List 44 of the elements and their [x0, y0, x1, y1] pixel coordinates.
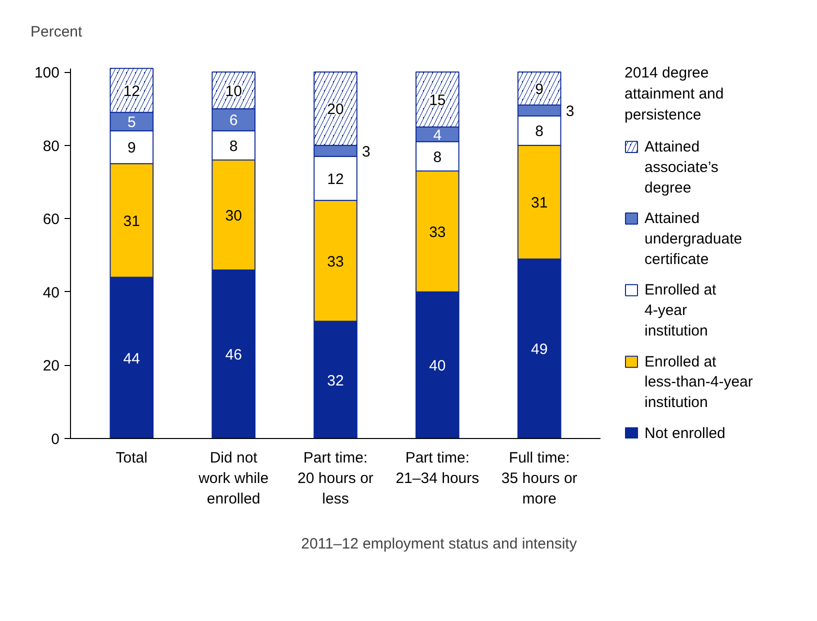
y-tick-label: 20 — [42, 358, 60, 375]
x-tick-label: Part time: 20 hours or less — [298, 450, 374, 508]
data-label: 4 — [433, 126, 442, 144]
data-label: 33 — [429, 224, 446, 241]
legend-label: Attained undergraduate certificate — [644, 210, 742, 268]
legend-label: Attained associate’s degree — [644, 138, 718, 196]
data-label: 8 — [229, 138, 238, 155]
data-label: 33 — [327, 253, 344, 270]
data-label: 5 — [127, 114, 136, 132]
x-tick-label: Part time: 21–34 hours — [396, 450, 480, 487]
x-tick-label: Total — [116, 450, 148, 466]
data-label: 20 — [327, 101, 344, 118]
data-label: 10 — [225, 82, 242, 100]
data-label: 40 — [429, 358, 446, 375]
y-tick-label: 40 — [42, 284, 60, 302]
data-label: 44 — [123, 350, 140, 368]
data-label: 9 — [535, 81, 544, 98]
data-label: 32 — [327, 372, 344, 390]
data-label: 8 — [535, 123, 544, 140]
x-axis-title: 2011–12 employment status and intensity — [301, 535, 578, 552]
data-label: 49 — [531, 341, 548, 358]
data-label: 15 — [429, 92, 446, 110]
legend-label: Not enrolled — [644, 424, 726, 442]
legend-title: 2014 degree attainment and persistence — [624, 64, 724, 124]
data-label: 30 — [225, 207, 242, 224]
y-axis-title: Percent — [30, 24, 84, 40]
legend-label: Enrolled at 4-year institution — [644, 282, 718, 340]
data-label: 9 — [127, 140, 136, 157]
data-label: 3 — [362, 143, 370, 160]
x-tick-label: Full time: 35 hours or more — [501, 450, 578, 508]
y-tick-label: 60 — [42, 211, 60, 228]
legend-label: Enrolled at less-than-4-year institution — [644, 353, 753, 412]
y-tick-label: 100 — [34, 64, 60, 82]
data-label: 46 — [225, 346, 242, 364]
x-tick-label: Did not work while enrolled — [198, 450, 269, 508]
data-label: 3 — [566, 103, 574, 120]
data-label: 6 — [229, 112, 238, 130]
y-tick-label: 80 — [42, 138, 60, 155]
data-label: 12 — [123, 82, 140, 100]
y-tick-label: 0 — [51, 431, 60, 448]
data-label: 31 — [123, 212, 140, 230]
data-label: 8 — [433, 148, 442, 166]
data-label: 31 — [531, 194, 548, 212]
data-label: 12 — [327, 170, 344, 188]
